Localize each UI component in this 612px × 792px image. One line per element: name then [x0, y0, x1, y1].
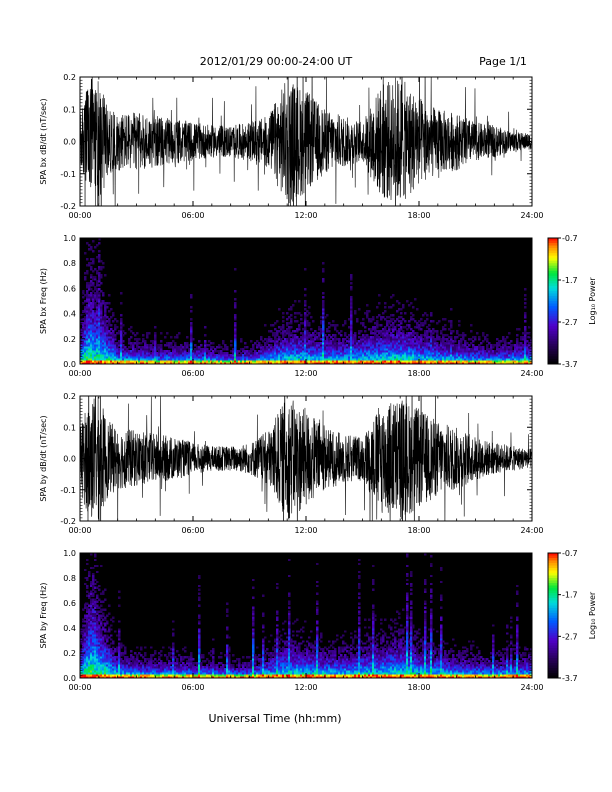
y-tick-label: 0.2 — [63, 335, 76, 344]
x-tick-label: 06:00 — [181, 526, 204, 535]
colorbar — [547, 237, 559, 365]
y-tick-label: -0.2 — [60, 202, 76, 211]
y-tick-label: 0.1 — [63, 105, 76, 114]
x-tick-label: 12:00 — [294, 369, 317, 378]
y-axis-label: SPA bx Freq (Hz) — [39, 268, 48, 334]
colorbar — [547, 552, 559, 679]
panels: 00:00 06:00 12:00 18:00 24:00 -0.2 -0.1 0.0 0.1 0… — [39, 73, 597, 692]
x-tick-label: 00:00 — [68, 683, 91, 692]
y-tick-label: -0.1 — [60, 486, 76, 495]
y-tick-label: 0.6 — [63, 284, 76, 293]
x-tick-label: 12:00 — [294, 211, 317, 220]
colorbar-label: Log₁₀ Power — [588, 277, 597, 325]
x-tick-label: 06:00 — [181, 369, 204, 378]
dbdt-trace — [80, 77, 532, 206]
y-tick-label: 0.0 — [63, 138, 76, 147]
x-tick-label: 06:00 — [181, 683, 204, 692]
colorbar-tick-label: -3.7 — [562, 360, 578, 369]
y-tick-label: 0.2 — [63, 649, 76, 658]
x-tick-label: 12:00 — [294, 526, 317, 535]
x-tick-label: 06:00 — [181, 211, 204, 220]
x-tick-label: 00:00 — [68, 211, 91, 220]
x-tick-label: 24:00 — [520, 526, 543, 535]
y-tick-label: 0.2 — [63, 73, 76, 82]
dbdt-trace — [80, 396, 532, 521]
colorbar-tick-label: -0.7 — [562, 234, 578, 243]
x-tick-label: 18:00 — [407, 369, 430, 378]
y-axis-label: SPA by Freq (Hz) — [39, 583, 48, 649]
spectrogram-cells — [80, 553, 533, 679]
y-tick-label: 0.6 — [63, 599, 76, 608]
colorbar-tick-label: -2.7 — [562, 632, 578, 641]
y-tick-label: 0.0 — [63, 360, 76, 369]
y-axis-label: SPA bx dB/dt (nT/sec) — [39, 98, 48, 184]
y-tick-label: 0.1 — [63, 423, 76, 432]
colorbar-tick-label: -0.7 — [562, 549, 578, 558]
y-axis-label: SPA by dB/dt (nT/sec) — [39, 415, 48, 501]
figure-title: 2012/01/29 00:00-24:00 UT — [200, 55, 353, 68]
colorbar-tick-label: -3.7 — [562, 674, 578, 683]
y-tick-label: 0.4 — [63, 624, 76, 633]
colorbar-tick-label: -1.7 — [562, 276, 578, 285]
y-tick-label: 0.2 — [63, 392, 76, 401]
x-tick-label: 24:00 — [520, 211, 543, 220]
x-tick-label: 00:00 — [68, 369, 91, 378]
y-tick-label: 0.8 — [63, 574, 76, 583]
spectrogram-cells — [80, 238, 533, 365]
x-tick-label: 18:00 — [407, 683, 430, 692]
y-tick-label: -0.2 — [60, 517, 76, 526]
time-axis-label: Universal Time (hh:mm) — [209, 712, 342, 725]
y-tick-label: 0.8 — [63, 259, 76, 268]
y-tick-label: 0.0 — [63, 674, 76, 683]
x-tick-label: 24:00 — [520, 683, 543, 692]
x-tick-label: 18:00 — [407, 211, 430, 220]
page-indicator: Page 1/1 — [479, 55, 527, 68]
x-tick-label: 00:00 — [68, 526, 91, 535]
x-tick-label: 12:00 — [294, 683, 317, 692]
colorbar-tick-label: -1.7 — [562, 591, 578, 600]
colorbar-tick-label: -2.7 — [562, 318, 578, 327]
colorbar-label: Log₁₀ Power — [588, 591, 597, 639]
y-tick-label: 0.4 — [63, 310, 76, 319]
y-tick-label: 1.0 — [63, 549, 76, 558]
x-tick-label: 24:00 — [520, 369, 543, 378]
y-tick-label: 0.0 — [63, 455, 76, 464]
y-tick-label: 1.0 — [63, 234, 76, 243]
y-tick-label: -0.1 — [60, 170, 76, 179]
x-tick-label: 18:00 — [407, 526, 430, 535]
